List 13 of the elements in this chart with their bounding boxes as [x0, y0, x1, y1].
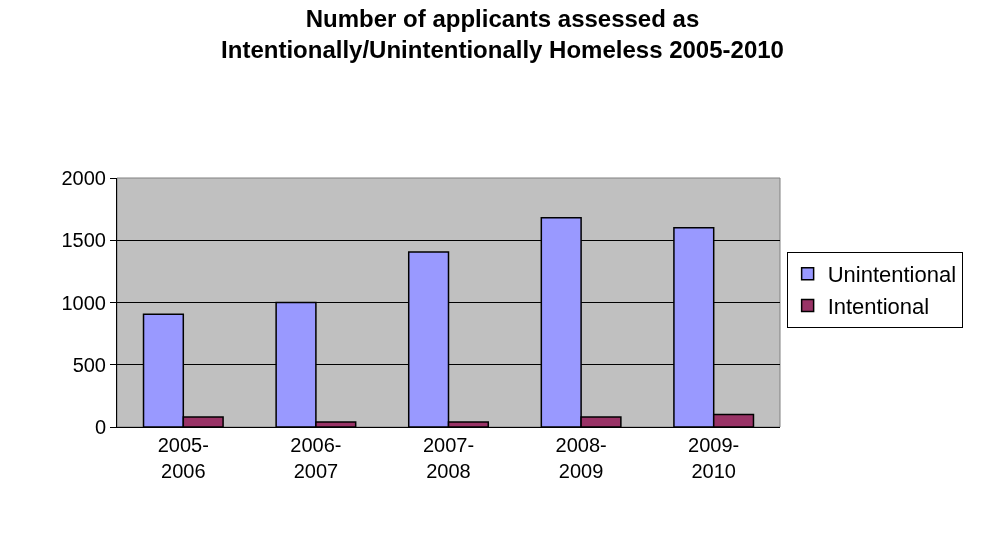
x-tick-label: 2005-2006 — [157, 434, 209, 482]
x-tick-label: 2007-2008 — [422, 434, 475, 482]
y-tick-label: 1500 — [61, 229, 106, 252]
y-tick-label: 1000 — [61, 291, 106, 314]
x-tick-label: 2009-2010 — [688, 434, 740, 482]
y-tick-label: 2000 — [61, 167, 106, 189]
legend-label: Unintentional — [827, 262, 957, 288]
y-tick-label: 500 — [72, 353, 106, 376]
x-tick-label: 2006-2007 — [290, 434, 342, 482]
y-tick-label: 0 — [94, 416, 106, 438]
legend-label: Intentional — [827, 294, 930, 320]
x-tick-label: 2008-2009 — [555, 434, 607, 482]
chart-title: Number of applicants assessed as Intentionally/Unintentionally Homeless 2005-2010 — [221, 4, 784, 64]
